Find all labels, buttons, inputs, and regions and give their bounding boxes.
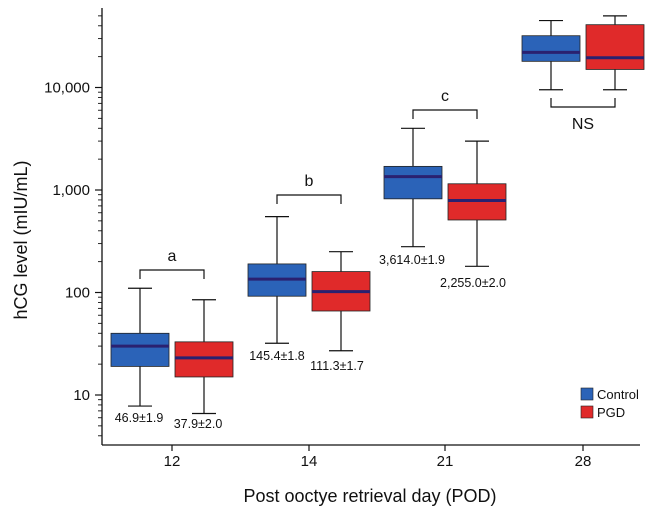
significance-label: a — [168, 248, 177, 265]
y-tick-label: 1,000 — [52, 182, 90, 199]
box-iqr — [585, 24, 645, 70]
box-pgd-14 — [311, 251, 371, 352]
data-labels: 46.9±1.9 145.4±1.8 3,614.0±1.9 37.9±2.0 111.… — [115, 253, 506, 431]
mean-label: 3,614.0±1.9 — [379, 253, 445, 267]
legend-swatch — [580, 387, 594, 401]
significance-label: c — [441, 88, 449, 105]
legend: Control PGD — [580, 387, 639, 420]
x-tick-label: 12 — [164, 453, 181, 470]
bracket-line — [550, 98, 616, 108]
axes: 10 100 1,000 10,000 12 14 21 28 — [44, 8, 640, 470]
significance-bracket: a — [139, 248, 205, 279]
box-iqr — [110, 332, 170, 367]
significance-bracket: NS — [550, 98, 616, 133]
mean-label: 111.3±1.7 — [310, 359, 364, 373]
bracket-line — [412, 109, 478, 119]
legend-swatch — [580, 405, 594, 419]
box-control-21 — [383, 127, 443, 248]
y-tick-label: 10,000 — [44, 80, 90, 97]
box-control-12 — [110, 287, 170, 407]
box-iqr — [383, 165, 443, 200]
x-axis-label: Post ooctye retrieval day (POD) — [243, 486, 496, 506]
box-pgd-21 — [447, 140, 507, 267]
box-pgd-12 — [174, 299, 234, 415]
significance-label: NS — [572, 116, 594, 133]
x-tick-label: 14 — [301, 453, 318, 470]
legend-label: Control — [597, 387, 639, 402]
significance-bracket: c — [412, 88, 478, 119]
legend-label: PGD — [597, 405, 625, 420]
x-tick-label: 28 — [575, 453, 592, 470]
boxes — [110, 15, 645, 415]
x-tick-label: 21 — [437, 453, 454, 470]
mean-label: 145.4±1.8 — [249, 349, 305, 363]
significance-bracket: b — [276, 173, 342, 204]
y-axis-label: hCG level (mIU/mL) — [11, 160, 31, 319]
mean-label: 46.9±1.9 — [115, 411, 164, 425]
mean-label: 37.9±2.0 — [174, 417, 223, 431]
y-tick-label: 100 — [65, 285, 90, 302]
legend-item-pgd: PGD — [580, 405, 625, 420]
box-pgd-28 — [585, 15, 645, 91]
legend-item-control: Control — [580, 387, 639, 402]
significance-label: b — [305, 173, 314, 190]
mean-label: 2,255.0±2.0 — [440, 276, 506, 290]
bracket-line — [276, 194, 342, 204]
y-tick-label: 10 — [73, 387, 90, 404]
box-iqr — [521, 35, 581, 62]
bracket-line — [139, 269, 205, 279]
significance-brackets: a b c NS — [139, 88, 616, 279]
box-control-14 — [247, 216, 307, 344]
box-control-28 — [521, 19, 581, 91]
